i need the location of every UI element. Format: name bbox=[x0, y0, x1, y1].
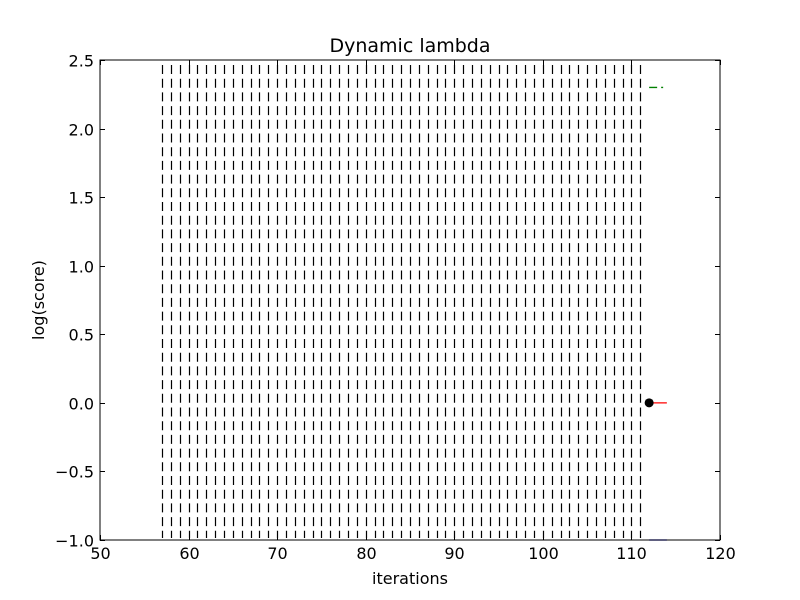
axes: 50 60 70 80 90 100 110 120 −1.0 −0.5 0.0 0.5 1.0 1.5 2… bbox=[55, 52, 736, 564]
y-tick-label: 1.0 bbox=[69, 258, 94, 277]
y-tick-label: 0.5 bbox=[69, 326, 94, 345]
y-tick-label: 2.5 bbox=[69, 52, 94, 71]
x-tick-label: 90 bbox=[444, 544, 464, 563]
x-tick-label: 50 bbox=[90, 544, 110, 563]
x-tick-label: 110 bbox=[616, 544, 647, 563]
chart-title: Dynamic lambda bbox=[329, 35, 490, 57]
x-tick-label: 120 bbox=[705, 544, 736, 563]
y-tick-label: 0.0 bbox=[69, 395, 94, 414]
y-axis-label: log(score) bbox=[29, 260, 48, 340]
plot-marks bbox=[161, 65, 667, 541]
x-tick-label: 60 bbox=[179, 544, 199, 563]
x-tick-label: 70 bbox=[267, 544, 287, 563]
x-tick-label: 80 bbox=[356, 544, 376, 563]
y-tick-label: 2.0 bbox=[69, 121, 94, 140]
series-point bbox=[644, 398, 654, 408]
y-tick-label: 1.5 bbox=[69, 189, 94, 208]
y-tick-label: −0.5 bbox=[55, 463, 94, 482]
x-axis-label: iterations bbox=[372, 569, 448, 588]
plot-frame bbox=[99, 59, 721, 541]
y-tick-label: −1.0 bbox=[55, 532, 94, 551]
x-tick-label: 100 bbox=[528, 544, 559, 563]
